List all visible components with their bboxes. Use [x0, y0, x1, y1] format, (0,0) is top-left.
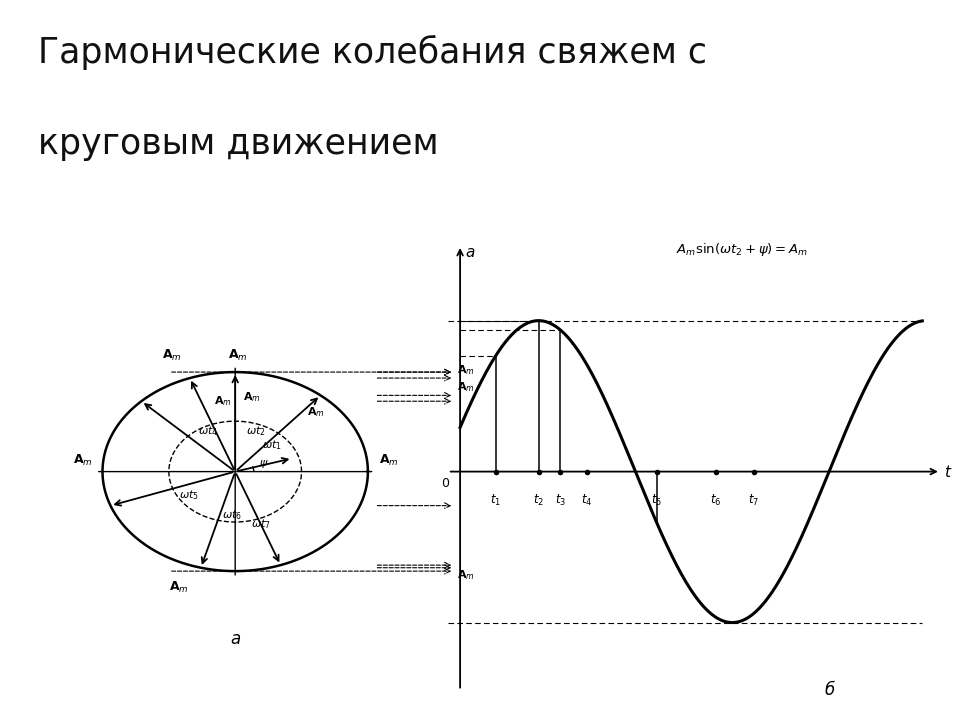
- Text: $\mathbf{A}_m$: $\mathbf{A}_m$: [169, 580, 188, 595]
- Text: $\omega t_4$: $\omega t_4$: [198, 425, 218, 438]
- Text: 0: 0: [441, 477, 449, 490]
- Text: $\mathbf{A}_m$: $\mathbf{A}_m$: [73, 453, 93, 468]
- Text: $\mathbf{A}_m$: $\mathbf{A}_m$: [306, 405, 324, 419]
- Text: $t_7$: $t_7$: [748, 492, 759, 508]
- Text: $\omega t_6$: $\omega t_6$: [222, 508, 242, 522]
- Text: $\mathbf{A}_m$: $\mathbf{A}_m$: [228, 348, 248, 363]
- Text: $\mathbf{A}_m$: $\mathbf{A}_m$: [378, 453, 398, 468]
- Text: $\omega t_5$: $\omega t_5$: [180, 488, 200, 502]
- Text: $\mathbf{A}_m$: $\mathbf{A}_m$: [214, 394, 231, 408]
- Text: $t_5$: $t_5$: [652, 492, 662, 508]
- Text: $\omega t_7$: $\omega t_7$: [252, 518, 271, 531]
- Text: а: а: [230, 630, 240, 648]
- Text: б: б: [825, 681, 835, 699]
- Text: $t_3$: $t_3$: [555, 492, 565, 508]
- Text: $\mathbf{A}_m$: $\mathbf{A}_m$: [162, 348, 182, 363]
- Text: $\mathbf{A}_m$: $\mathbf{A}_m$: [457, 568, 474, 582]
- Text: $\mathbf{A}_m$: $\mathbf{A}_m$: [457, 363, 474, 377]
- Text: $\omega t_2$: $\omega t_2$: [246, 425, 266, 438]
- Text: $t$: $t$: [944, 464, 952, 480]
- Text: $t_4$: $t_4$: [582, 492, 592, 508]
- Text: $A_m\sin(\omega t_2+\psi) = A_m$: $A_m\sin(\omega t_2+\psi) = A_m$: [676, 240, 807, 258]
- Text: $\mathbf{A}_m$: $\mathbf{A}_m$: [243, 390, 261, 404]
- Text: Гармонические колебания свяжем с: Гармонические колебания свяжем с: [38, 35, 708, 70]
- Text: круговым движением: круговым движением: [38, 127, 439, 161]
- Text: $\mathbf{A}_m$: $\mathbf{A}_m$: [457, 380, 474, 394]
- Text: $t_2$: $t_2$: [533, 492, 544, 508]
- Text: $t_1$: $t_1$: [490, 492, 501, 508]
- Text: $t_6$: $t_6$: [710, 492, 722, 508]
- Text: $a$: $a$: [465, 245, 475, 260]
- Text: $\psi$: $\psi$: [259, 459, 269, 470]
- Text: $\omega t_1$: $\omega t_1$: [262, 438, 281, 451]
